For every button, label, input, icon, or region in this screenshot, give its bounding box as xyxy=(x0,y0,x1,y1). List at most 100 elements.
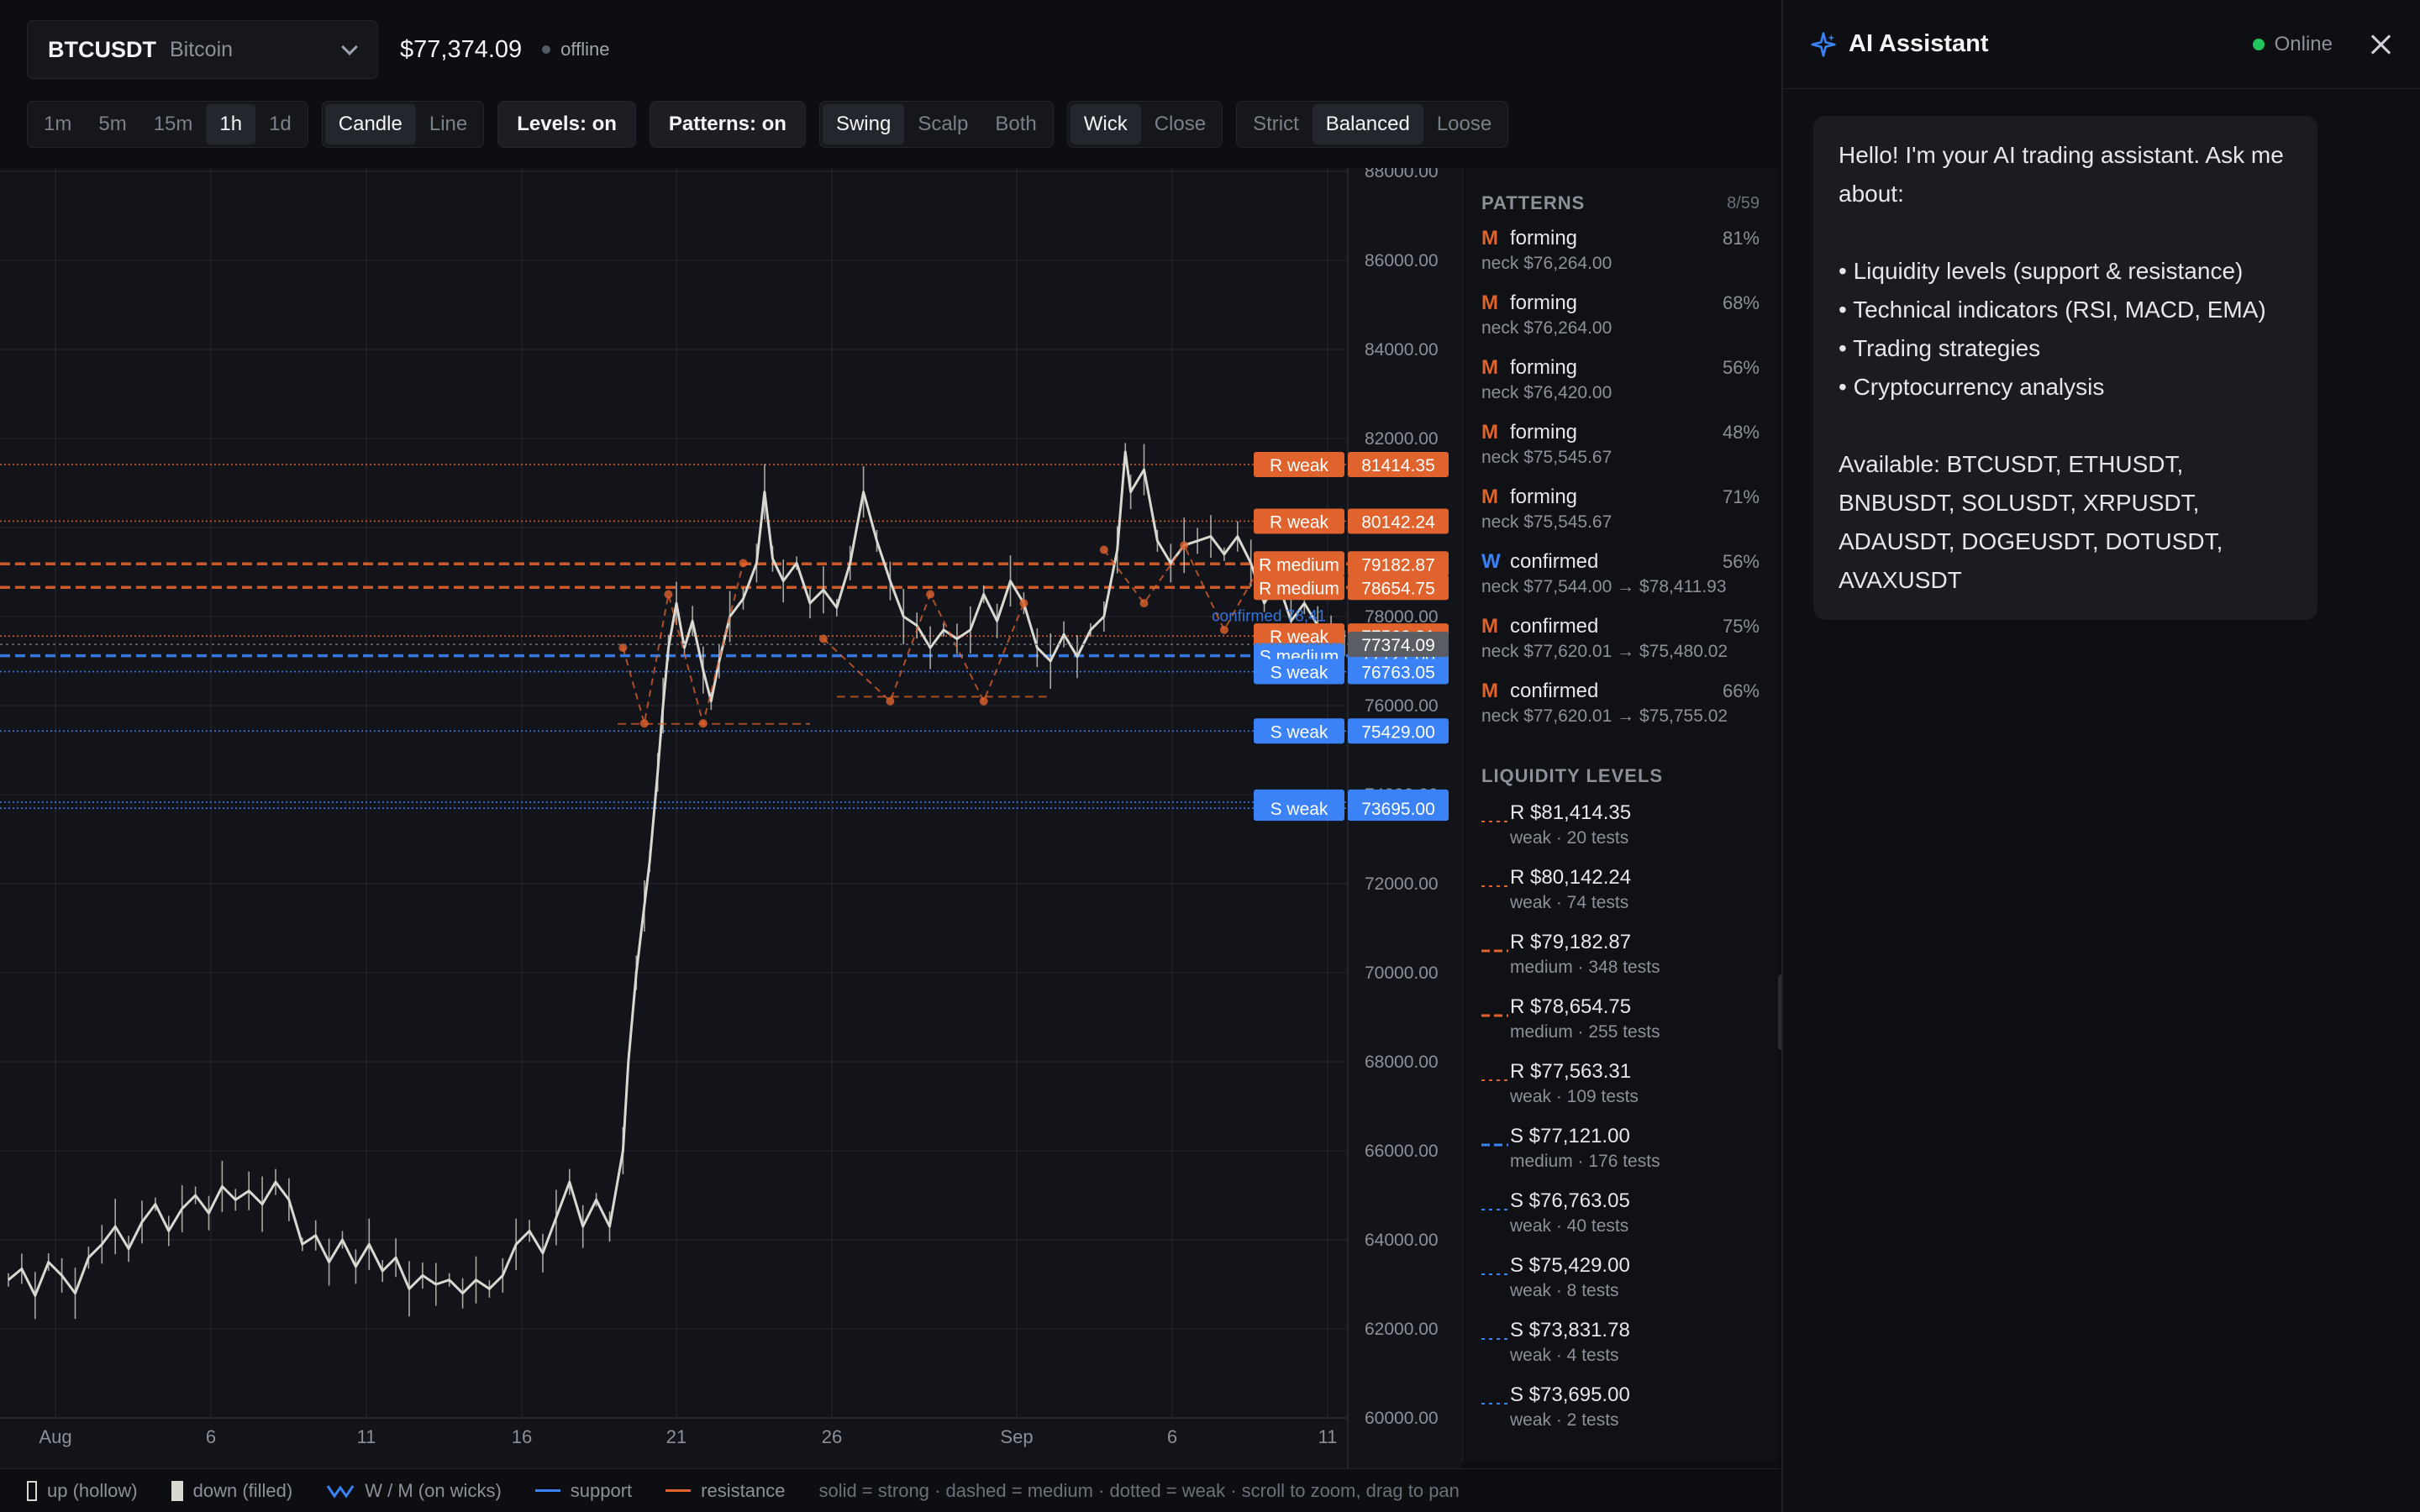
support-tag-label: S weak xyxy=(1270,722,1328,742)
liquidity-item[interactable]: S $76,763.05 weak · 40 tests xyxy=(1463,1183,1778,1247)
close-icon[interactable] xyxy=(2368,32,2393,57)
ai-assistant-panel: AI Assistant Online Hello! I'm your AI t… xyxy=(1781,0,2420,1512)
timeframe-1h[interactable]: 1h xyxy=(206,104,256,144)
pattern-neck: neck $76,264.00 xyxy=(1481,318,1612,338)
pattern-point xyxy=(1219,625,1228,634)
level-meta: weak · 109 tests xyxy=(1510,1087,1639,1106)
legend-hint: solid = strong · dashed = medium · dotte… xyxy=(818,1479,1460,1501)
online-dot-icon xyxy=(2252,38,2265,50)
resistance-tag-bg xyxy=(1254,551,1344,577)
hollow-candle-icon xyxy=(27,1480,37,1501)
symbol-name: Bitcoin xyxy=(170,37,234,61)
x-tick-label: 11 xyxy=(1318,1426,1338,1447)
pattern-confidence: 68% xyxy=(1722,292,1760,313)
level-meta: weak · 4 tests xyxy=(1510,1346,1619,1365)
chart-type-candle[interactable]: Candle xyxy=(324,104,416,144)
liquidity-item[interactable]: S $73,831.78 weak · 4 tests xyxy=(1463,1312,1778,1377)
level-price: S $76,763.05 xyxy=(1510,1189,1630,1212)
support-line-icon xyxy=(534,1489,560,1492)
liquidity-header: LIQUIDITY LEVELS xyxy=(1463,758,1778,795)
liquidity-item[interactable]: R $80,142.24 weak · 74 tests xyxy=(1463,859,1778,924)
liquidity-item[interactable]: R $79,182.87 medium · 348 tests xyxy=(1463,924,1778,989)
source-close[interactable]: Close xyxy=(1154,113,1207,135)
pattern-state: forming xyxy=(1510,486,1578,508)
mode-group: Swing Scalp Both xyxy=(818,101,1054,148)
pattern-confidence: 81% xyxy=(1722,228,1760,249)
mode-scalp[interactable]: Scalp xyxy=(918,113,969,135)
current-price-bg xyxy=(1348,632,1449,658)
resistance-value-bg xyxy=(1348,551,1449,577)
resistance-tag-label: R weak xyxy=(1270,512,1329,532)
level-price: R $79,182.87 xyxy=(1510,931,1632,953)
sensitivity-loose[interactable]: Loose xyxy=(1436,113,1492,135)
source-wick[interactable]: Wick xyxy=(1070,104,1141,144)
chart-type-group: Candle Line xyxy=(321,101,485,148)
mode-swing[interactable]: Swing xyxy=(822,104,905,144)
support-value-bg xyxy=(1348,795,1449,822)
level-meta: weak · 40 tests xyxy=(1510,1216,1629,1236)
patterns-toggle[interactable]: Patterns: on xyxy=(649,101,806,148)
sensitivity-strict[interactable]: Strict xyxy=(1253,113,1299,135)
level-line-icon xyxy=(1481,1143,1508,1147)
pattern-point xyxy=(1180,541,1189,550)
price-chart[interactable]: 88000.0086000.0084000.0082000.0080000.00… xyxy=(0,168,1462,1468)
symbol-code: BTCUSDT xyxy=(48,36,156,62)
chart-type-line[interactable]: Line xyxy=(429,113,468,135)
pattern-point xyxy=(618,643,628,653)
timeframe-15m[interactable]: 15m xyxy=(153,113,193,135)
sensitivity-balanced[interactable]: Balanced xyxy=(1312,104,1423,144)
y-tick-label: 68000.00 xyxy=(1365,1053,1439,1072)
level-line-icon xyxy=(1481,1273,1508,1275)
timeframe-5m[interactable]: 5m xyxy=(98,113,127,135)
liquidity-list: R $81,414.35 weak · 20 tests R $80,142.24 w… xyxy=(1463,795,1778,1441)
level-meta: medium · 176 tests xyxy=(1510,1152,1660,1171)
pattern-point xyxy=(1019,599,1028,608)
source-group: Wick Close xyxy=(1066,101,1223,148)
x-tick-label: 26 xyxy=(822,1426,842,1447)
connection-label: offline xyxy=(560,39,610,60)
timeframe-1d[interactable]: 1d xyxy=(269,113,292,135)
resistance-line-icon xyxy=(666,1489,692,1492)
liquidity-item[interactable]: R $78,654.75 medium · 255 tests xyxy=(1463,989,1778,1053)
y-tick-label: 72000.00 xyxy=(1365,874,1439,894)
support-tag-bg xyxy=(1254,795,1344,822)
liquidity-item[interactable]: S $75,429.00 weak · 8 tests xyxy=(1463,1247,1778,1312)
y-tick-label: 70000.00 xyxy=(1365,963,1439,983)
mode-both[interactable]: Both xyxy=(995,113,1037,135)
pattern-type: M xyxy=(1481,421,1498,444)
pattern-type: M xyxy=(1481,291,1498,314)
support-tag-bg xyxy=(1254,659,1344,685)
y-tick-label: 86000.00 xyxy=(1365,251,1439,270)
level-price: S $75,429.00 xyxy=(1510,1254,1630,1277)
pattern-neck: neck $76,420.00 xyxy=(1481,383,1612,402)
liquidity-item[interactable]: R $77,563.31 weak · 109 tests xyxy=(1463,1053,1778,1118)
liquidity-item[interactable]: S $73,695.00 weak · 2 tests xyxy=(1463,1377,1778,1441)
legend-resistance: resistance xyxy=(666,1480,785,1502)
sensitivity-group: Strict Balanced Loose xyxy=(1236,101,1509,148)
pattern-state: confirmed xyxy=(1510,680,1599,702)
legend-up: up (hollow) xyxy=(27,1480,138,1502)
liquidity-item[interactable]: R $81,414.35 weak · 20 tests xyxy=(1463,795,1778,859)
y-tick-label: 60000.00 xyxy=(1365,1409,1439,1428)
levels-toggle[interactable]: Levels: on xyxy=(497,101,636,148)
y-tick-label: 76000.00 xyxy=(1365,696,1439,716)
liquidity-item[interactable]: S $77,121.00 medium · 176 tests xyxy=(1463,1118,1778,1183)
symbol-select[interactable]: BTCUSDT Bitcoin xyxy=(27,20,378,79)
support-tag-bg xyxy=(1254,718,1344,744)
level-price: R $81,414.35 xyxy=(1510,801,1632,824)
pattern-state: forming xyxy=(1510,227,1578,249)
x-tick-label: Sep xyxy=(1000,1426,1033,1447)
timeframe-1m[interactable]: 1m xyxy=(44,113,72,135)
pattern-annotation: confirmed 78,41 xyxy=(1212,607,1326,625)
pattern-neck: neck $76,264.00 xyxy=(1481,254,1612,273)
y-tick-label: 82000.00 xyxy=(1365,429,1439,449)
